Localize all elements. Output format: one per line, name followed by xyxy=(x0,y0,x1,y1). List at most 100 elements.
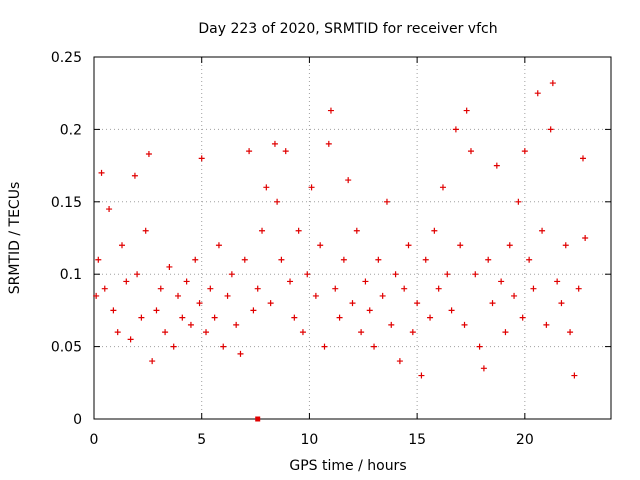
data-point xyxy=(414,300,421,307)
data-point xyxy=(579,155,586,162)
data-point xyxy=(327,107,334,114)
annotations xyxy=(255,416,261,422)
data-point xyxy=(547,126,554,133)
x-tick-label: 0 xyxy=(90,432,99,448)
data-point xyxy=(336,314,343,321)
data-point xyxy=(119,242,126,249)
x-tick-label: 20 xyxy=(516,432,534,448)
data-point xyxy=(142,227,149,234)
data-point xyxy=(237,350,244,357)
y-tick-label: 0.1 xyxy=(60,267,82,283)
data-point xyxy=(110,307,117,314)
data-point xyxy=(187,321,194,328)
data-point xyxy=(254,285,261,292)
data-point xyxy=(259,227,266,234)
data-point xyxy=(134,271,141,278)
data-point xyxy=(439,184,446,191)
data-point xyxy=(215,242,222,249)
data-point xyxy=(358,329,365,336)
data-point xyxy=(375,256,382,263)
data-point xyxy=(511,292,518,299)
y-tick-label: 0 xyxy=(73,412,82,428)
data-point xyxy=(175,292,182,299)
data-point xyxy=(539,227,546,234)
data-point xyxy=(157,285,164,292)
data-point xyxy=(308,184,315,191)
y-tick-label: 0.05 xyxy=(51,340,82,356)
y-tick-labels: 0 0.05 0.1 0.15 0.2 0.25 xyxy=(51,50,82,428)
data-point xyxy=(534,90,541,97)
data-point xyxy=(220,343,227,350)
data-point xyxy=(519,314,526,321)
data-point xyxy=(379,292,386,299)
data-point xyxy=(452,126,459,133)
data-point xyxy=(362,278,369,285)
data-point xyxy=(463,107,470,114)
data-point xyxy=(183,278,190,285)
data-point xyxy=(472,271,479,278)
data-point xyxy=(582,235,589,241)
data-point xyxy=(233,321,240,328)
data-point xyxy=(521,148,528,155)
data-point xyxy=(304,271,311,278)
x-tick-labels: 0 5 10 15 20 xyxy=(90,432,534,448)
data-point xyxy=(392,271,399,278)
data-point xyxy=(312,292,319,299)
data-point xyxy=(241,256,248,263)
data-point xyxy=(366,307,373,314)
data-point xyxy=(274,198,281,205)
data-point xyxy=(207,285,214,292)
data-point xyxy=(543,321,550,328)
data-point xyxy=(489,300,496,307)
data-point xyxy=(282,148,289,155)
data-point xyxy=(127,336,134,343)
data-point xyxy=(325,140,332,147)
data-points xyxy=(93,80,589,379)
data-point xyxy=(198,155,205,162)
data-point xyxy=(349,300,356,307)
data-point xyxy=(192,256,199,263)
y-tick-label: 0.25 xyxy=(51,50,82,66)
data-point xyxy=(291,314,298,321)
data-point xyxy=(271,140,278,147)
data-point xyxy=(371,343,378,350)
data-point xyxy=(493,162,500,169)
data-point xyxy=(287,278,294,285)
y-tick-label: 0.2 xyxy=(60,122,82,138)
x-axis-label: GPS time / hours xyxy=(289,458,406,474)
data-point xyxy=(515,198,522,205)
data-point xyxy=(340,256,347,263)
data-point xyxy=(485,256,492,263)
data-point xyxy=(211,314,218,321)
data-point xyxy=(145,151,152,158)
data-point xyxy=(170,343,177,350)
data-point xyxy=(396,358,403,365)
y-axis-label: SRMTID / TECUs xyxy=(7,182,23,295)
y-tick-label: 0.15 xyxy=(51,195,82,211)
plot-frame xyxy=(93,56,612,420)
data-point xyxy=(98,169,105,176)
data-point xyxy=(422,256,429,263)
data-point xyxy=(457,242,464,249)
data-point xyxy=(480,365,487,372)
data-point xyxy=(131,172,138,179)
data-point xyxy=(101,285,108,292)
data-point xyxy=(401,285,408,292)
data-point xyxy=(418,372,425,379)
data-point xyxy=(149,358,156,365)
data-point xyxy=(383,198,390,205)
data-point xyxy=(476,343,483,350)
data-point xyxy=(93,292,100,299)
data-point xyxy=(166,263,173,270)
data-point xyxy=(138,314,145,321)
data-point xyxy=(461,321,468,328)
x-tick-label: 15 xyxy=(408,432,426,448)
data-point xyxy=(530,285,537,292)
marker-square xyxy=(255,416,261,422)
data-point xyxy=(179,314,186,321)
data-point xyxy=(228,271,235,278)
data-point xyxy=(435,285,442,292)
data-point xyxy=(444,271,451,278)
data-point xyxy=(114,329,121,336)
